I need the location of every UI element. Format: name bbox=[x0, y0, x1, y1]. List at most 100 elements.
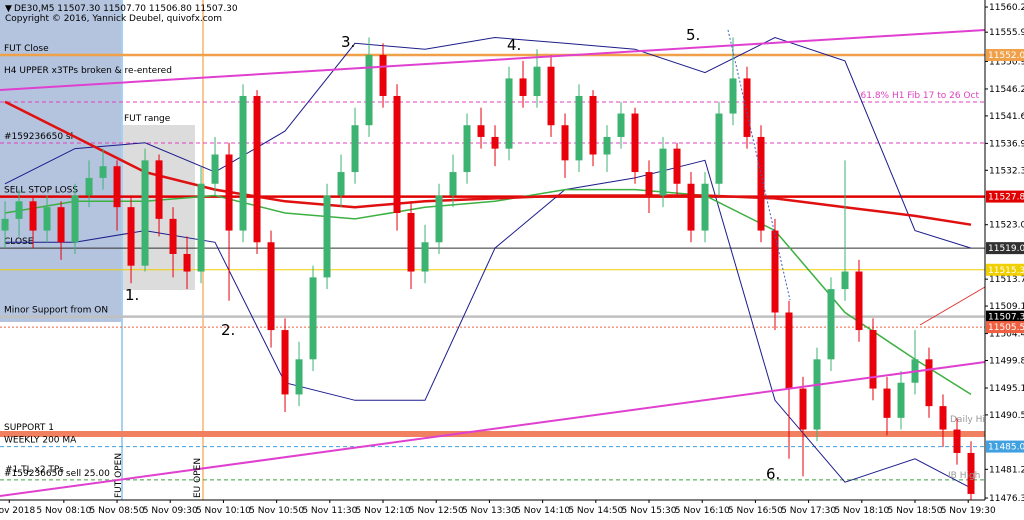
time-axis-panel bbox=[0, 500, 1024, 520]
chart-subtitle: Copyright © 2016, Yannick Deubel, quivof… bbox=[5, 14, 222, 24]
y-tick-label: 11504.40 bbox=[989, 330, 1024, 340]
y-tick-label: 11499.80 bbox=[989, 356, 1024, 366]
candle-body bbox=[155, 160, 163, 219]
candle-body bbox=[43, 207, 51, 231]
candle-body bbox=[771, 230, 779, 313]
candle-body bbox=[239, 95, 247, 231]
candle-body bbox=[519, 78, 527, 96]
candle-body bbox=[267, 242, 275, 331]
y-tick-label: 11523.00 bbox=[989, 221, 1024, 231]
y-tick-label: 11476.30 bbox=[989, 494, 1024, 504]
candle-body bbox=[421, 242, 429, 272]
marker-3: 3. bbox=[341, 33, 355, 51]
candle-body bbox=[365, 55, 373, 126]
x-tick-label: 5 Nov 10:10 bbox=[196, 506, 251, 516]
overlays: H4 UPPER x3TPs broken & re-entered FUT r… bbox=[0, 4, 996, 498]
candle-body bbox=[435, 195, 443, 243]
level-name: WEEKLY 200 MA bbox=[4, 436, 77, 446]
candle-body bbox=[841, 271, 849, 290]
x-tick-label: 5 Nov 16:50 bbox=[728, 506, 783, 516]
level-label-bg bbox=[986, 321, 1024, 334]
candle-body bbox=[351, 125, 359, 173]
x-tick-label: 5 Nov 10:50 bbox=[249, 506, 304, 516]
candle-body bbox=[281, 330, 289, 395]
x-tick-label: 5 Nov 18:50 bbox=[888, 506, 943, 516]
ib-high-note: IB High bbox=[948, 471, 980, 481]
y-tick-label: 11541.60 bbox=[989, 112, 1024, 122]
chart-title: DE30,M5 11507.30 11507.70 11506.80 11507… bbox=[14, 4, 238, 14]
level-name: SELL STOP LOSS bbox=[4, 186, 78, 196]
level-name: SUPPORT 1 bbox=[4, 423, 54, 433]
candle-body bbox=[169, 218, 177, 254]
candle-body bbox=[575, 95, 583, 161]
candle-body bbox=[715, 113, 723, 184]
lower-trendline bbox=[0, 361, 986, 497]
candle-body bbox=[547, 66, 555, 126]
candles bbox=[1, 37, 975, 500]
candle-body bbox=[15, 201, 23, 219]
level-label-bg bbox=[986, 242, 1024, 255]
candle-body bbox=[603, 136, 611, 155]
x-tick-label: 5 Nov 09:30 bbox=[143, 506, 198, 516]
candle-body bbox=[477, 125, 485, 137]
candle-body bbox=[533, 66, 541, 96]
level-label: 11505.51 bbox=[988, 323, 1024, 333]
candle-body bbox=[309, 277, 317, 360]
level-label-bg bbox=[986, 310, 1024, 323]
marker-5: 5. bbox=[686, 26, 700, 44]
candle-body bbox=[897, 382, 905, 418]
candle-body bbox=[393, 95, 401, 214]
candle-body bbox=[253, 95, 261, 243]
candle-body bbox=[659, 148, 667, 196]
x-tick-label: 5 Nov 08:50 bbox=[90, 506, 145, 516]
y-tick-label: 11509.10 bbox=[989, 302, 1024, 312]
candle-body bbox=[463, 125, 471, 173]
candle-body bbox=[337, 172, 345, 196]
candle-body bbox=[113, 166, 121, 208]
menu-arrow[interactable]: ▼ bbox=[5, 4, 12, 14]
candle-body bbox=[953, 429, 961, 453]
tl-note: #1 TL x2 TPs bbox=[5, 465, 64, 475]
candle-body bbox=[127, 207, 135, 266]
candle-body bbox=[813, 359, 821, 430]
level-label-bg bbox=[986, 49, 1024, 62]
daily-high-note: Daily High bbox=[950, 415, 996, 425]
candle-body bbox=[687, 183, 695, 231]
background-zones bbox=[0, 0, 204, 500]
candle-body bbox=[883, 388, 891, 418]
candle-body bbox=[827, 289, 835, 360]
level-label-bg bbox=[986, 190, 1024, 203]
price-axis-panel bbox=[985, 0, 1024, 520]
session-zone bbox=[0, 0, 122, 322]
marker-2: 2. bbox=[221, 321, 235, 339]
indicator-line bbox=[5, 159, 972, 489]
indicator-line bbox=[4, 100, 972, 226]
candle-body bbox=[645, 172, 653, 196]
x-tick-label: 5 Nov 11:30 bbox=[302, 506, 357, 516]
trend-note: H4 UPPER x3TPs broken & re-entered bbox=[4, 66, 172, 76]
candle-body bbox=[589, 95, 597, 155]
range-note: FUT range bbox=[124, 114, 171, 124]
y-tick-label: 11536.90 bbox=[989, 139, 1024, 149]
candle-body bbox=[71, 195, 79, 243]
candle-body bbox=[701, 183, 709, 231]
level-label-bg bbox=[986, 440, 1024, 453]
level-name: #159236650 sell 25.00 bbox=[4, 469, 110, 479]
marker-4: 4. bbox=[507, 36, 521, 54]
x-tick-label: 5 Nov 2018 bbox=[0, 506, 35, 516]
arrow-line bbox=[919, 286, 986, 326]
x-tick-label: 5 Nov 14:50 bbox=[568, 506, 623, 516]
level-label: 11485.09 bbox=[988, 443, 1024, 453]
candle-body bbox=[757, 136, 765, 231]
x-tick-label: 5 Nov 18:10 bbox=[834, 506, 889, 516]
indicators bbox=[4, 36, 972, 489]
candle-body bbox=[631, 113, 639, 173]
candle-body bbox=[211, 154, 219, 184]
level-label: 11515.30 bbox=[988, 266, 1024, 276]
level-label-bg bbox=[986, 263, 1024, 276]
candle-body bbox=[729, 78, 737, 114]
candle-body bbox=[407, 213, 415, 272]
level-label: 11507.30 bbox=[988, 313, 1024, 323]
candle-body bbox=[449, 172, 457, 196]
